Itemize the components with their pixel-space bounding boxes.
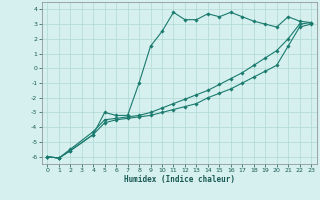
X-axis label: Humidex (Indice chaleur): Humidex (Indice chaleur)	[124, 175, 235, 184]
